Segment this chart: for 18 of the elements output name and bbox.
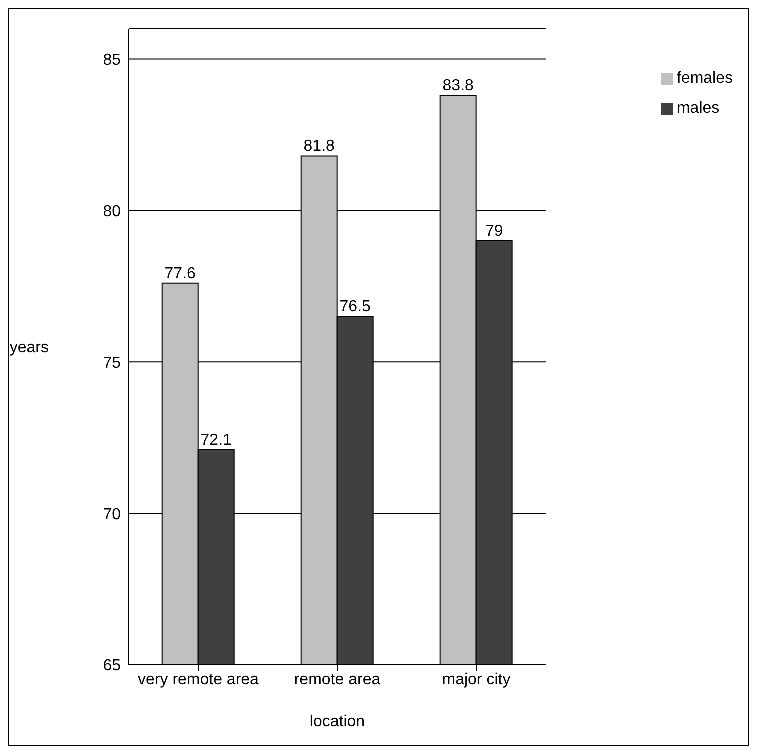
data-label: 81.8	[304, 138, 336, 156]
legend-label: females	[676, 70, 733, 87]
data-label: 72.1	[200, 432, 232, 449]
data-label: 77.6	[164, 265, 196, 282]
data-label: 76.5	[340, 298, 372, 316]
x-tick-label: major city	[442, 671, 511, 688]
x-axis-title: location	[310, 713, 366, 730]
x-tick-label: remote area	[294, 671, 381, 688]
data-label: 79	[485, 223, 504, 240]
x-tick-label: very remote area	[138, 671, 260, 688]
y-tick-label: 80	[103, 203, 122, 220]
legend-label: males	[676, 100, 720, 117]
y-tick-label: 65	[103, 658, 122, 675]
data-label: 83.8	[442, 78, 474, 95]
y-tick-label: 85	[103, 52, 122, 69]
y-tick-label: 70	[103, 506, 122, 524]
y-tick-label: 75	[103, 354, 122, 372]
y-axis-title: years	[10, 340, 49, 357]
